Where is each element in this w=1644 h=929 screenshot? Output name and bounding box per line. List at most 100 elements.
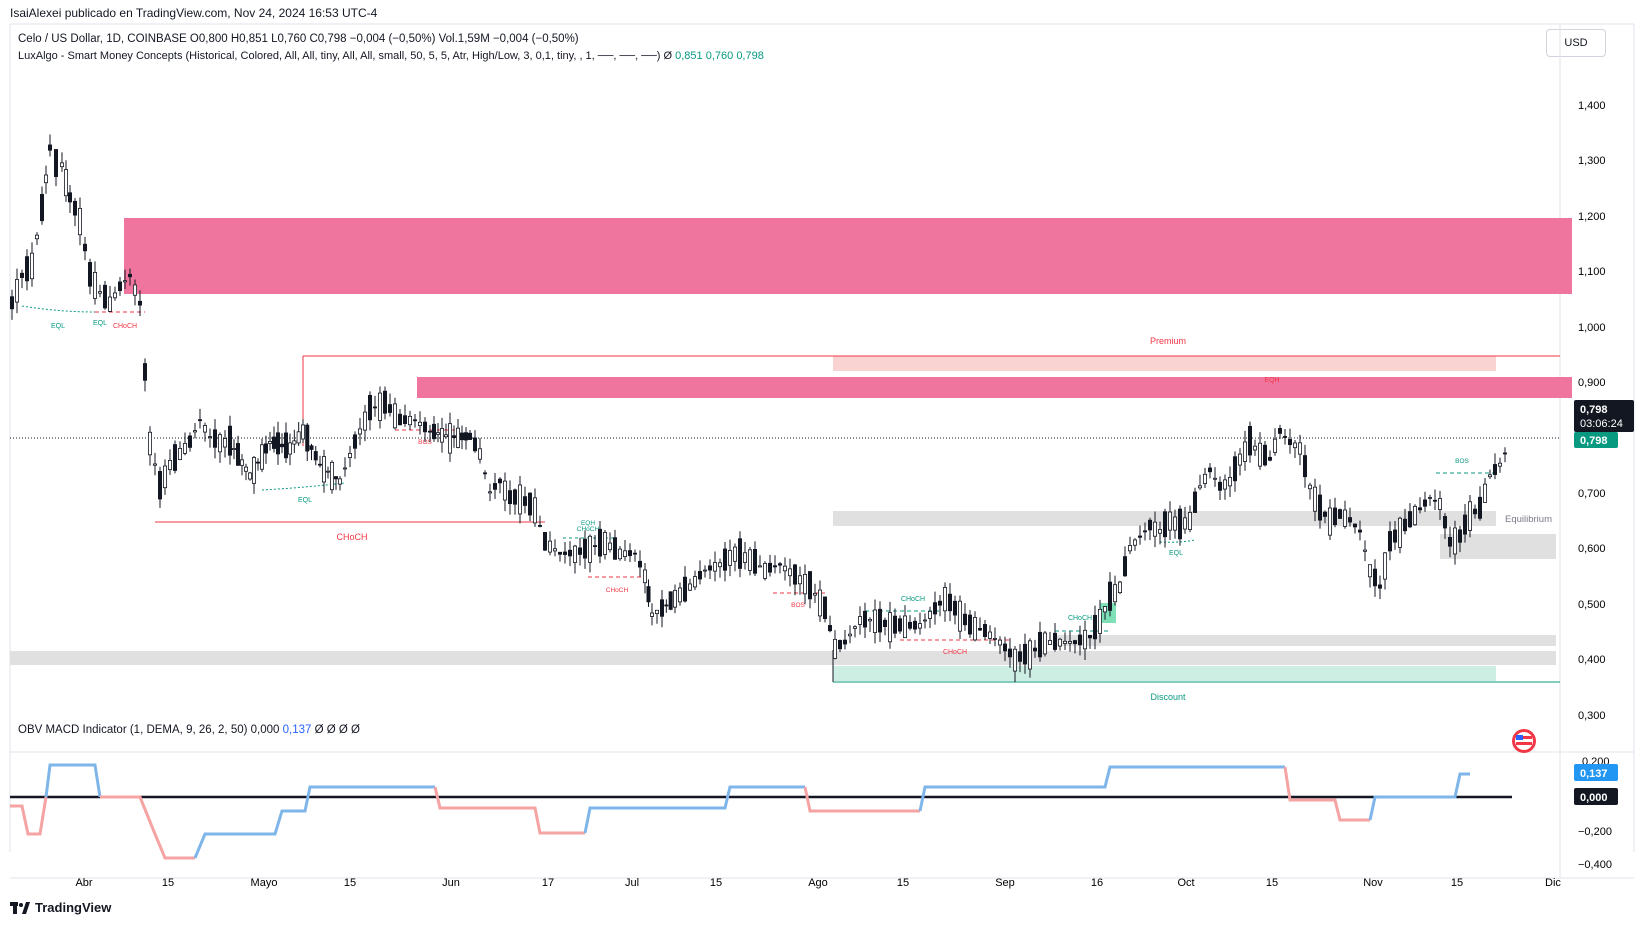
candle-body [1168, 511, 1173, 531]
candle-body [1258, 442, 1263, 467]
candlestick-series [9, 134, 1508, 683]
indicator-legend[interactable]: LuxAlgo - Smart Money Concepts (Historic… [18, 50, 764, 62]
candle-body [93, 272, 98, 299]
candle-body [1408, 511, 1413, 528]
candle-body [103, 284, 108, 309]
price-tick: 0,700 [1578, 488, 1606, 500]
candle-body [888, 612, 893, 643]
candle-body [1268, 456, 1273, 461]
bar-countdown: 03:06:24 [1580, 418, 1623, 430]
candle-body [908, 621, 913, 629]
candle-body [1443, 516, 1448, 529]
candle-body [502, 480, 507, 501]
candle-body [321, 456, 326, 483]
obv-segment [433, 786, 585, 835]
candle-body [459, 432, 464, 441]
candle-body [1108, 581, 1113, 611]
candle-body [217, 434, 222, 453]
candle-body [362, 411, 367, 431]
candle-body [628, 550, 633, 557]
eql-label-may: EQL [298, 497, 312, 504]
candle-body [417, 421, 422, 427]
candle-body [1468, 501, 1473, 531]
candle-body [309, 445, 314, 450]
candle-body [1363, 549, 1368, 552]
candle-body [357, 428, 362, 435]
candle-body [878, 608, 883, 633]
candle-body [543, 532, 548, 551]
candle-body [1273, 438, 1278, 453]
candle-body [367, 394, 372, 421]
symbol-legend[interactable]: Celo / US Dollar, 1D, COINBASE O0,800 H0… [18, 33, 579, 45]
candle-body [167, 460, 172, 471]
candle-body [1458, 529, 1463, 543]
candle-body [958, 600, 963, 632]
candle-body [60, 162, 65, 168]
candle-body [251, 457, 256, 484]
candle-body [913, 620, 918, 630]
candle-body [48, 144, 53, 151]
candle-body [352, 434, 357, 449]
candle-body [593, 545, 598, 547]
candle-body [329, 461, 334, 491]
choch-label-apr: CHoCH [113, 323, 137, 330]
candle-body [1333, 507, 1338, 526]
obv-segment [1283, 766, 1370, 822]
currency-button[interactable]: USD [1546, 29, 1606, 57]
candle-body [1418, 507, 1423, 511]
obv-value-1: 0,000 [250, 724, 280, 736]
candle-body [1083, 629, 1088, 650]
candle-body [733, 546, 738, 562]
eql-line-1 [21, 305, 96, 313]
eqh-label-oct: EQH [1264, 377, 1279, 384]
candle-body [903, 615, 908, 639]
tradingview-brand[interactable]: TradingView [10, 900, 111, 915]
discount-zone [833, 666, 1496, 681]
candle-body [192, 430, 197, 433]
candle-body [963, 613, 968, 626]
candle-body [738, 538, 743, 569]
candle-body [1388, 531, 1393, 552]
candle-body [608, 542, 613, 551]
us-flag-icon[interactable] [1512, 729, 1536, 753]
candle-body [271, 436, 276, 449]
candle-body [923, 619, 928, 622]
time-axis[interactable]: Abr 15 Mayo 15 Jun 17 Jul 15 Ago 15 Sep … [75, 877, 1561, 889]
time-tick: Jun [442, 877, 460, 889]
candle-body [1483, 483, 1488, 503]
price-tick: 0,600 [1578, 543, 1606, 555]
eql-label-2: EQL [93, 320, 107, 327]
candle-body [19, 272, 24, 278]
candle-body [1078, 634, 1083, 646]
candle-body [247, 472, 252, 480]
candle-body [563, 551, 568, 555]
candle-body [177, 448, 182, 461]
candle-body [1053, 632, 1058, 650]
candle-body [1183, 517, 1188, 530]
obv-legend[interactable]: OBV MACD Indicator (1, DEMA, 9, 26, 2, 5… [18, 724, 360, 736]
candle-body [943, 587, 948, 612]
time-tick: 15 [710, 877, 722, 889]
bos-label-nov: BOS [1455, 458, 1469, 465]
candle-body [377, 392, 382, 421]
candle-body [382, 390, 387, 414]
candle-body [883, 619, 888, 627]
candle-body [618, 548, 623, 560]
candle-body [1498, 462, 1503, 467]
price-tick: 0,900 [1578, 377, 1606, 389]
candle-body [933, 602, 938, 615]
candle-body [1358, 529, 1363, 533]
candle-body [472, 437, 477, 452]
candle-body [1118, 581, 1123, 594]
demand-block-bottom [10, 651, 1556, 665]
time-tick: 15 [1266, 877, 1278, 889]
candle-body [1413, 505, 1418, 526]
bos-label-jul: BOS [791, 602, 805, 609]
candle-body [953, 600, 958, 616]
choch-label-jun: CHoCH [606, 587, 629, 594]
price-axis[interactable]: 1,400 1,300 1,200 1,100 1,000 0,900 0,70… [1578, 100, 1606, 722]
candle-body [598, 528, 603, 557]
candle-body [73, 200, 78, 216]
candle-body [758, 565, 763, 568]
